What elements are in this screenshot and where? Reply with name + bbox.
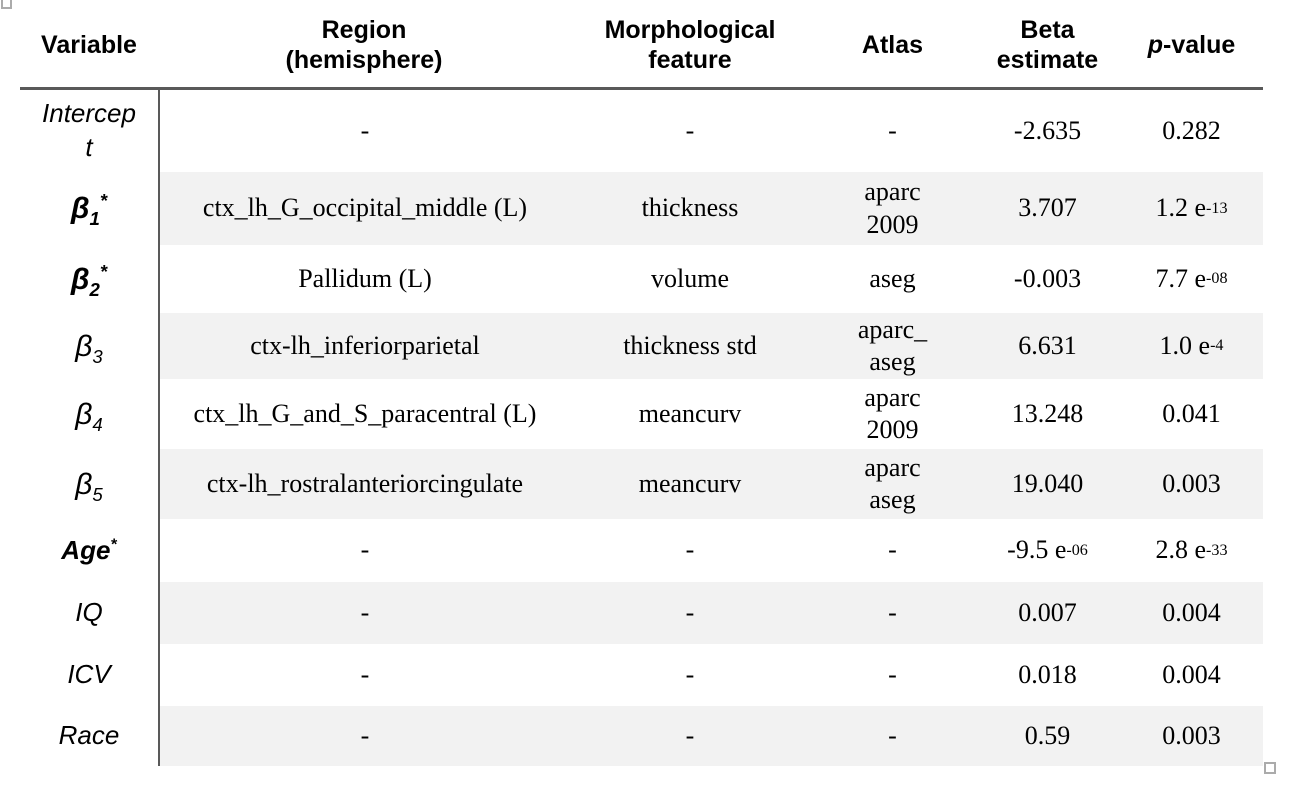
cell-beta: 0.018 [1018, 659, 1077, 689]
variable-label: Intercept [42, 98, 136, 162]
cell-variable: β5 [20, 449, 158, 519]
cell-variable: IQ [20, 582, 158, 644]
cell-beta: -2.635 [1013, 115, 1082, 145]
cell-variable: Age* [20, 519, 158, 582]
cell-region: ctx-lh_inferiorparietal [158, 313, 570, 379]
cell-atlas: - [888, 115, 897, 145]
cell-feature: - [570, 582, 810, 644]
selection-handle-top-left[interactable] [1, 0, 12, 9]
cell-feature: - [685, 115, 695, 145]
cell-beta: 6.631 [975, 313, 1120, 379]
cell-region: ctx_lh_G_and_S_paracentral (L) [158, 379, 570, 449]
cell-p_value: 0.003 [1120, 706, 1263, 766]
cell-feature: meancurv [570, 449, 810, 519]
cell-feature: - [570, 706, 810, 766]
cell-p_value: 0.004 [1162, 659, 1221, 689]
cell-p_value: 1.2 e -13 [1120, 172, 1263, 245]
table-row: Race - - -0.59 0.003 [20, 706, 1263, 766]
variable-label: Age* [61, 534, 117, 565]
table-row: β1* ctx_lh_G_occipital_middle (L) thicknes… [20, 172, 1263, 245]
variable-label: β1* [70, 190, 108, 229]
selection-handle-bottom-right[interactable] [1264, 762, 1276, 774]
table-row: Intercept - - - -2.635 0.282 [20, 90, 1263, 172]
variable-label: IQ [75, 597, 103, 628]
table-row: ICV - - - 0.018 0.004 [20, 644, 1263, 706]
table-row: Age* - - - -9.5 e -06 2.8 e -33 [20, 519, 1263, 582]
table-row: IQ - - -0.007 0.004 [20, 582, 1263, 644]
results-table: Variable Region (hemisphere) Morphological f… [20, 10, 1263, 766]
cell-feature: thickness [570, 172, 810, 245]
table-body: Intercept - - - -2.635 0.282 β1* ctx_lh_G_occip… [20, 90, 1263, 766]
cell-region: - [158, 706, 570, 766]
table-row: β4 ctx_lh_G_and_S_paracentral (L) meancurv… [20, 379, 1263, 449]
table-row: β3 ctx-lh_inferiorparietal thickness std ap… [20, 313, 1263, 379]
cell-atlas: - [810, 706, 975, 766]
cell-atlas: aparc aseg [810, 449, 975, 519]
cell-atlas: - [810, 582, 975, 644]
cell-p_value: 2.8 e -33 [1155, 535, 1228, 565]
column-header-atlas: Atlas [861, 30, 924, 59]
variable-label: β4 [75, 397, 103, 435]
cell-beta: 19.040 [975, 449, 1120, 519]
cell-beta: 0.007 [975, 582, 1120, 644]
table-row: β2* Pallidum (L) volume aseg -0.003 7.7 e -08 [20, 245, 1263, 313]
variable-label: β3 [75, 329, 103, 367]
cell-p_value: 1.0 e -4 [1120, 313, 1263, 379]
variable-label: ICV [67, 659, 111, 690]
cell-region: - [158, 582, 570, 644]
cell-p_value: 0.282 [1162, 115, 1221, 145]
cell-p_value: 0.041 [1162, 398, 1221, 428]
cell-beta: -0.003 [1013, 263, 1082, 293]
cell-region: - [158, 644, 570, 706]
cell-p_value: 0.003 [1120, 449, 1263, 519]
variable-label: Race [58, 720, 120, 751]
cell-variable: Intercept [20, 90, 158, 172]
column-header-p_value: p -value [1147, 30, 1236, 59]
variable-label: β5 [75, 467, 103, 505]
cell-p_value: 0.004 [1120, 582, 1263, 644]
column-header-feature: Morphological feature [604, 16, 776, 74]
cell-atlas: - [888, 535, 897, 565]
cell-beta: 13.248 [1011, 398, 1084, 428]
cell-atlas: aparc 2009 [864, 382, 921, 445]
cell-feature: - [685, 659, 695, 689]
cell-feature: - [685, 535, 695, 565]
cell-region: ctx-lh_rostralanteriorcingulate [158, 449, 570, 519]
cell-beta: -9.5 e -06 [1007, 535, 1088, 565]
cell-atlas: aseg [869, 263, 916, 293]
cell-variable: β2* [20, 245, 158, 313]
column-header-beta: Beta estimate [996, 16, 1099, 74]
cell-variable: ICV [20, 644, 158, 706]
cell-variable: β3 [20, 313, 158, 379]
cell-feature: thickness std [570, 313, 810, 379]
cell-p_value: 7.7 e -08 [1155, 263, 1228, 293]
cell-region: Pallidum (L) [158, 245, 570, 313]
cell-region: ctx_lh_G_occipital_middle (L) [158, 172, 570, 245]
cell-variable: Race [20, 706, 158, 766]
variable-label: β2* [70, 260, 108, 300]
cell-beta: 3.707 [975, 172, 1120, 245]
cell-variable: β4 [20, 379, 158, 449]
cell-feature: meancurv [638, 398, 742, 428]
cell-feature: volume [651, 263, 729, 293]
cell-atlas: aparc_ aseg [810, 313, 975, 379]
cell-region: - [158, 90, 570, 172]
column-header-variable: Variable [41, 30, 137, 59]
cell-beta: 0.59 [975, 706, 1120, 766]
cell-region: - [158, 519, 570, 582]
cell-variable: β1* [20, 172, 158, 245]
column-header-region: Region (hemisphere) [285, 16, 443, 74]
table-row: β5 ctx-lh_rostralanteriorcingulate meancur… [20, 449, 1263, 519]
cell-atlas: - [888, 659, 897, 689]
table-header-row: Variable Region (hemisphere) Morphological f… [20, 10, 1263, 90]
cell-atlas: aparc 2009 [810, 172, 975, 245]
